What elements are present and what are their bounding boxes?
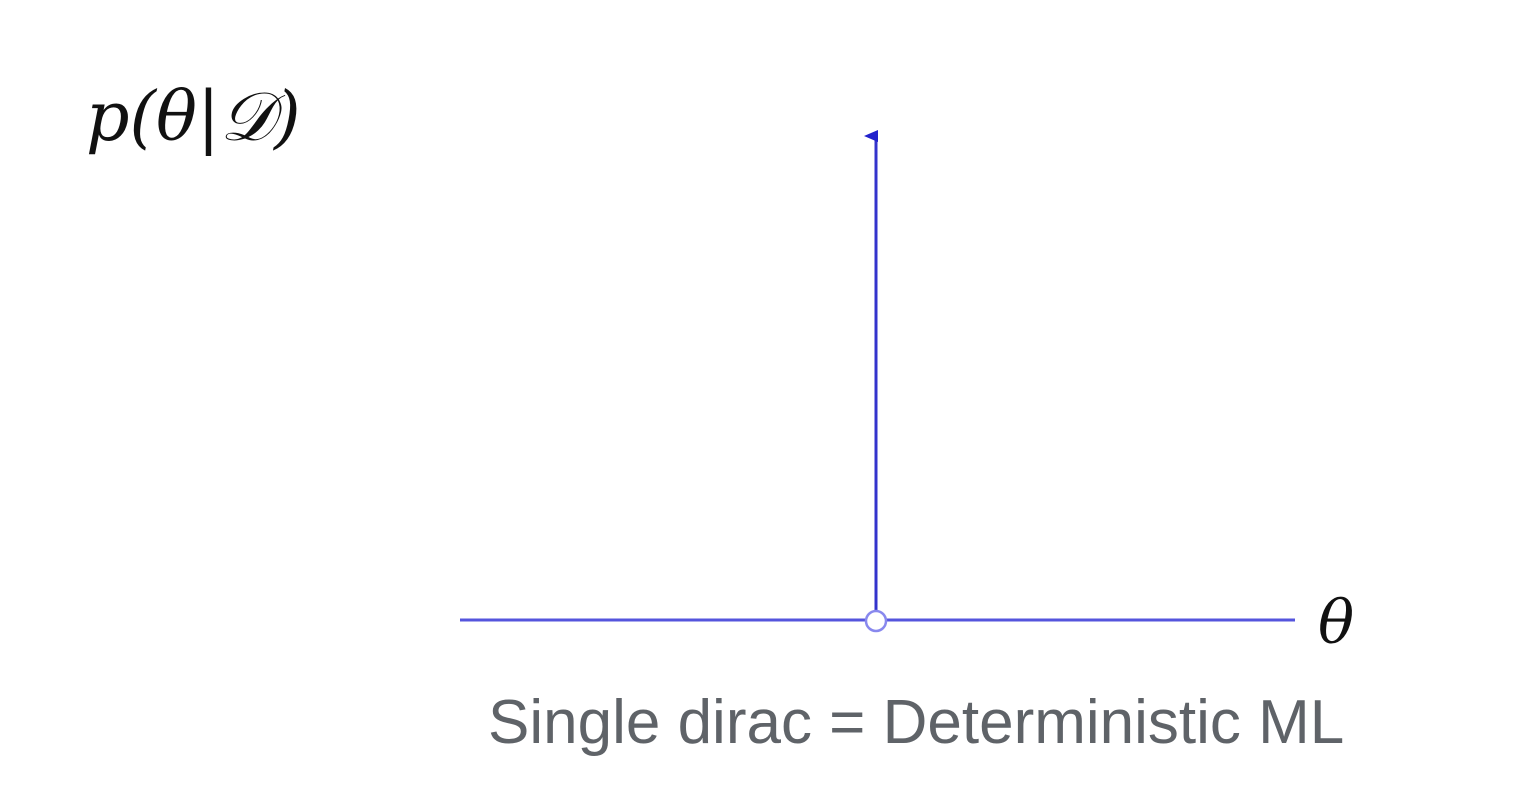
x-axis-label: θ [1318, 588, 1354, 658]
y-axis-label: p(θ|𝒟) [86, 78, 301, 157]
dirac-base-point [864, 609, 888, 633]
diagram-caption: Single dirac = Deterministic ML [488, 688, 1344, 757]
